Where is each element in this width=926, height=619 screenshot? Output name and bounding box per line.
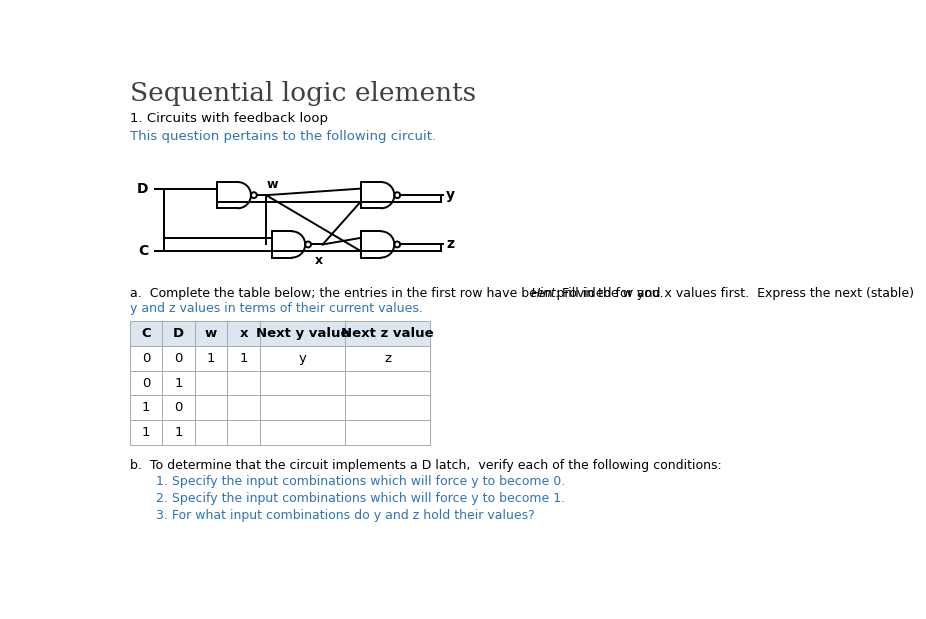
Text: w: w xyxy=(205,327,218,340)
FancyBboxPatch shape xyxy=(194,346,228,371)
Text: w: w xyxy=(266,178,278,191)
FancyBboxPatch shape xyxy=(162,396,194,420)
Text: Fill in the w and x values first.  Express the next (stable): Fill in the w and x values first. Expres… xyxy=(554,287,914,300)
Text: 3. For what input combinations do y and z hold their values?: 3. For what input combinations do y and … xyxy=(156,509,535,522)
Text: 0: 0 xyxy=(174,401,182,414)
FancyBboxPatch shape xyxy=(162,420,194,444)
FancyBboxPatch shape xyxy=(345,396,431,420)
Text: 1: 1 xyxy=(240,352,248,365)
FancyBboxPatch shape xyxy=(228,371,260,396)
Text: This question pertains to the following circuit.: This question pertains to the following … xyxy=(130,130,436,143)
Text: 1. Circuits with feedback loop: 1. Circuits with feedback loop xyxy=(130,112,328,125)
Text: Next z value: Next z value xyxy=(342,327,434,340)
FancyBboxPatch shape xyxy=(228,321,260,346)
Text: D: D xyxy=(173,327,184,340)
Text: 1: 1 xyxy=(174,376,182,389)
FancyBboxPatch shape xyxy=(162,346,194,371)
Text: Next y value: Next y value xyxy=(256,327,349,340)
FancyBboxPatch shape xyxy=(130,420,162,444)
Text: x: x xyxy=(315,254,323,267)
Text: y: y xyxy=(446,188,455,202)
FancyBboxPatch shape xyxy=(130,371,162,396)
FancyBboxPatch shape xyxy=(345,346,431,371)
FancyBboxPatch shape xyxy=(260,321,345,346)
FancyBboxPatch shape xyxy=(228,420,260,444)
FancyBboxPatch shape xyxy=(130,321,162,346)
Text: 1: 1 xyxy=(142,426,150,439)
Text: 1: 1 xyxy=(206,352,216,365)
FancyBboxPatch shape xyxy=(162,321,194,346)
FancyBboxPatch shape xyxy=(228,346,260,371)
FancyBboxPatch shape xyxy=(130,396,162,420)
Text: 0: 0 xyxy=(174,352,182,365)
FancyBboxPatch shape xyxy=(345,321,431,346)
Text: 1: 1 xyxy=(142,401,150,414)
FancyBboxPatch shape xyxy=(345,371,431,396)
Text: 1. Specify the input combinations which will force y to become 0.: 1. Specify the input combinations which … xyxy=(156,475,565,488)
FancyBboxPatch shape xyxy=(194,396,228,420)
FancyBboxPatch shape xyxy=(260,346,345,371)
Text: 1: 1 xyxy=(174,426,182,439)
FancyBboxPatch shape xyxy=(162,371,194,396)
Text: x: x xyxy=(240,327,248,340)
FancyBboxPatch shape xyxy=(260,420,345,444)
Text: b.  To determine that the circuit implements a D latch,  verify each of the foll: b. To determine that the circuit impleme… xyxy=(130,459,721,472)
Text: C: C xyxy=(141,327,151,340)
Text: Hint:: Hint: xyxy=(531,287,560,300)
FancyBboxPatch shape xyxy=(228,396,260,420)
Text: y: y xyxy=(298,352,307,365)
Text: 2. Specify the input combinations which will force y to become 1.: 2. Specify the input combinations which … xyxy=(156,492,565,505)
Text: 0: 0 xyxy=(142,376,150,389)
FancyBboxPatch shape xyxy=(260,396,345,420)
Text: z: z xyxy=(446,238,454,251)
Text: C: C xyxy=(138,244,148,258)
FancyBboxPatch shape xyxy=(194,420,228,444)
FancyBboxPatch shape xyxy=(130,346,162,371)
Text: D: D xyxy=(137,181,148,196)
FancyBboxPatch shape xyxy=(260,371,345,396)
Text: z: z xyxy=(384,352,392,365)
Text: 0: 0 xyxy=(142,352,150,365)
Text: y and z values in terms of their current values.: y and z values in terms of their current… xyxy=(130,302,422,315)
FancyBboxPatch shape xyxy=(345,420,431,444)
Text: Sequential logic elements: Sequential logic elements xyxy=(130,81,476,106)
FancyBboxPatch shape xyxy=(194,371,228,396)
FancyBboxPatch shape xyxy=(194,321,228,346)
Text: a.  Complete the table below; the entries in the first row have been provided fo: a. Complete the table below; the entries… xyxy=(130,287,671,300)
